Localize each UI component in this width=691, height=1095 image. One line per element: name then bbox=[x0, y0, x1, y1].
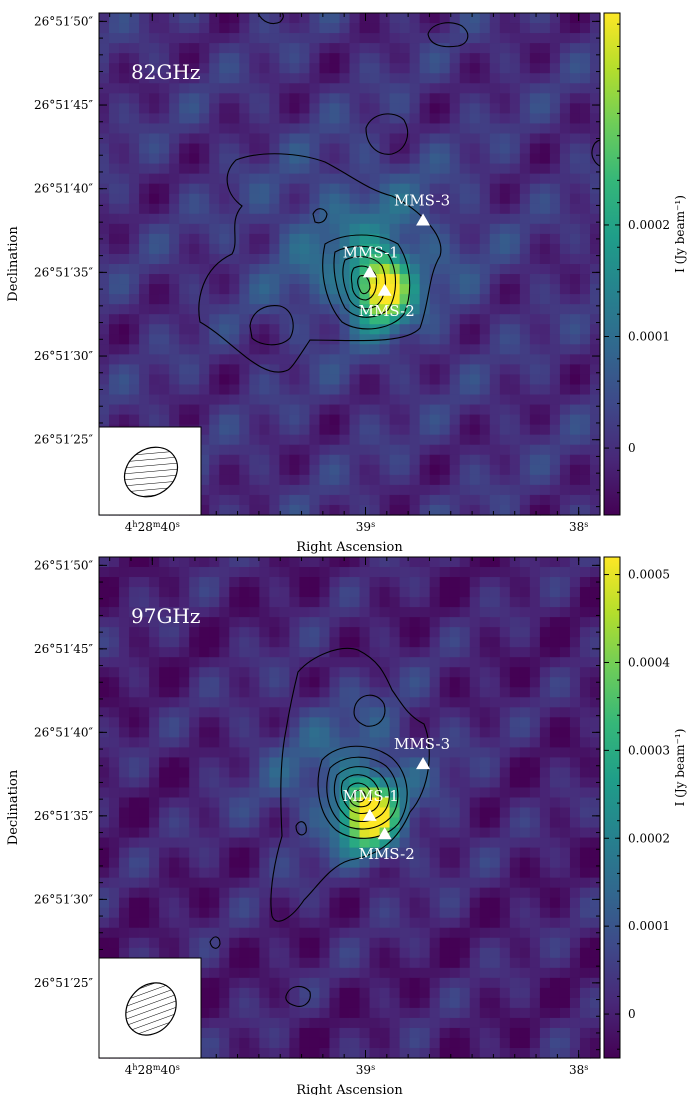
source-label: MMS-2 bbox=[359, 845, 415, 863]
frequency-label: 82GHz bbox=[131, 60, 200, 84]
contour-line bbox=[209, 936, 221, 949]
beam-ellipse bbox=[123, 446, 179, 498]
colorbar-tick-label: 0.0004 bbox=[628, 655, 670, 669]
beam-ellipse bbox=[125, 982, 177, 1036]
colorbar-tick-label: 0.0001 bbox=[628, 330, 670, 344]
contour-line bbox=[333, 245, 397, 318]
source-label: MMS-3 bbox=[394, 191, 450, 209]
contour-line bbox=[326, 756, 399, 830]
source-marker bbox=[362, 265, 377, 278]
panel-97ghz: 4h28m40s 39s 38s 26°51′50″ 26°51′45″ 26°51′40… bbox=[6, 556, 687, 1095]
source-marker bbox=[377, 283, 392, 296]
x-axis-title: Right Ascension bbox=[296, 1083, 403, 1095]
y-axis-title: Declination bbox=[6, 769, 21, 845]
contour-line bbox=[285, 985, 311, 1007]
contour-line bbox=[353, 694, 386, 727]
source-label: MMS-1 bbox=[343, 787, 399, 805]
x-tick-label: 38s bbox=[569, 520, 588, 535]
contour-line bbox=[322, 234, 411, 330]
contour-line bbox=[249, 305, 294, 346]
y-tick-label: 26°51′35″ bbox=[34, 265, 94, 279]
contour-line bbox=[198, 153, 442, 373]
contour-line bbox=[591, 139, 600, 167]
beam-inset bbox=[98, 957, 202, 1059]
contour-line bbox=[353, 789, 366, 803]
colorbar-tick-label: 0.0005 bbox=[628, 568, 670, 582]
colorbar-tick-label: 0.0001 bbox=[628, 919, 670, 933]
y-tick-label: 26°51′35″ bbox=[34, 809, 94, 823]
source-marker bbox=[377, 827, 392, 840]
plot-frame bbox=[98, 12, 601, 516]
contour-line bbox=[295, 821, 307, 836]
plot-frame bbox=[98, 556, 601, 1059]
contour-line bbox=[333, 766, 390, 823]
source-marker bbox=[362, 808, 377, 821]
colorbar-label: I (Jy beam⁻¹) bbox=[673, 195, 687, 273]
colorbar-tick-label: 0.0002 bbox=[628, 218, 670, 232]
contour-line bbox=[427, 22, 469, 48]
y-tick-label: 26°51′30″ bbox=[34, 349, 94, 363]
contour-line bbox=[357, 275, 371, 295]
x-tick-label: 38s bbox=[569, 1063, 588, 1078]
y-tick-label: 26°51′50″ bbox=[34, 14, 94, 28]
contour-line bbox=[347, 782, 372, 808]
source-label: MMS-1 bbox=[343, 243, 399, 261]
frequency-label: 97GHz bbox=[131, 604, 200, 628]
x-tick-label: 39s bbox=[356, 1063, 375, 1078]
source-marker bbox=[416, 213, 431, 226]
y-tick-label: 26°51′45″ bbox=[34, 642, 94, 656]
y-tick-label: 26°51′40″ bbox=[34, 182, 94, 196]
intensity-map bbox=[99, 13, 601, 516]
y-axis-title: Declination bbox=[6, 226, 21, 302]
colorbar: 0 0.0001 0.0002 bbox=[603, 12, 670, 516]
source-label: MMS-3 bbox=[394, 735, 450, 753]
source-label: MMS-2 bbox=[359, 302, 415, 320]
y-tick-label: 26°51′50″ bbox=[34, 558, 94, 572]
colorbar-tick-label: 0.0002 bbox=[628, 831, 670, 845]
source-markers: MMS-1 MMS-2 MMS-3 bbox=[343, 191, 450, 319]
x-tick-label: 4h28m40s bbox=[125, 1063, 180, 1078]
axis-ticks: 4h28m40s 39s 38s 26°51′50″ 26°51′45″ 26°51′40… bbox=[34, 557, 600, 1077]
y-tick-label: 26°51′30″ bbox=[34, 892, 94, 906]
source-markers: MMS-1 MMS-2 MMS-3 bbox=[343, 735, 450, 863]
contour-line bbox=[270, 647, 430, 922]
x-tick-label: 4h28m40s bbox=[125, 520, 180, 535]
colorbar: 0 0.0001 0.0002 0.0003 0.0004 0.0005 bbox=[603, 556, 670, 1059]
x-tick-label: 39s bbox=[356, 520, 375, 535]
colorbar-tick-label: 0.0003 bbox=[628, 743, 670, 757]
contour-line bbox=[365, 113, 409, 155]
contour-line bbox=[342, 256, 386, 310]
x-axis-title: Right Ascension bbox=[296, 540, 403, 555]
y-tick-label: 26°51′40″ bbox=[34, 725, 94, 739]
contour-line bbox=[257, 13, 284, 25]
colorbar-tick-label: 0 bbox=[628, 441, 636, 455]
colorbar-tick-label: 0 bbox=[628, 1007, 636, 1021]
panel-82ghz: 4h28m40s 39s 38s 26°51′50″ 26°51′45″ 26°51′40… bbox=[6, 12, 687, 555]
source-marker bbox=[416, 757, 431, 770]
y-tick-label: 26°51′25″ bbox=[34, 976, 94, 990]
y-tick-label: 26°51′45″ bbox=[34, 98, 94, 112]
contour-lines bbox=[209, 647, 430, 1007]
axis-ticks: 4h28m40s 39s 38s 26°51′50″ 26°51′45″ 26°51′40… bbox=[34, 13, 600, 534]
y-tick-label: 26°51′25″ bbox=[34, 433, 94, 447]
beam-inset bbox=[98, 426, 202, 516]
contour-line bbox=[340, 774, 381, 815]
contour-lines bbox=[198, 13, 600, 373]
contour-line bbox=[317, 745, 408, 839]
contour-line bbox=[312, 208, 328, 224]
colorbar-label: I (Jy beam⁻¹) bbox=[673, 729, 687, 807]
